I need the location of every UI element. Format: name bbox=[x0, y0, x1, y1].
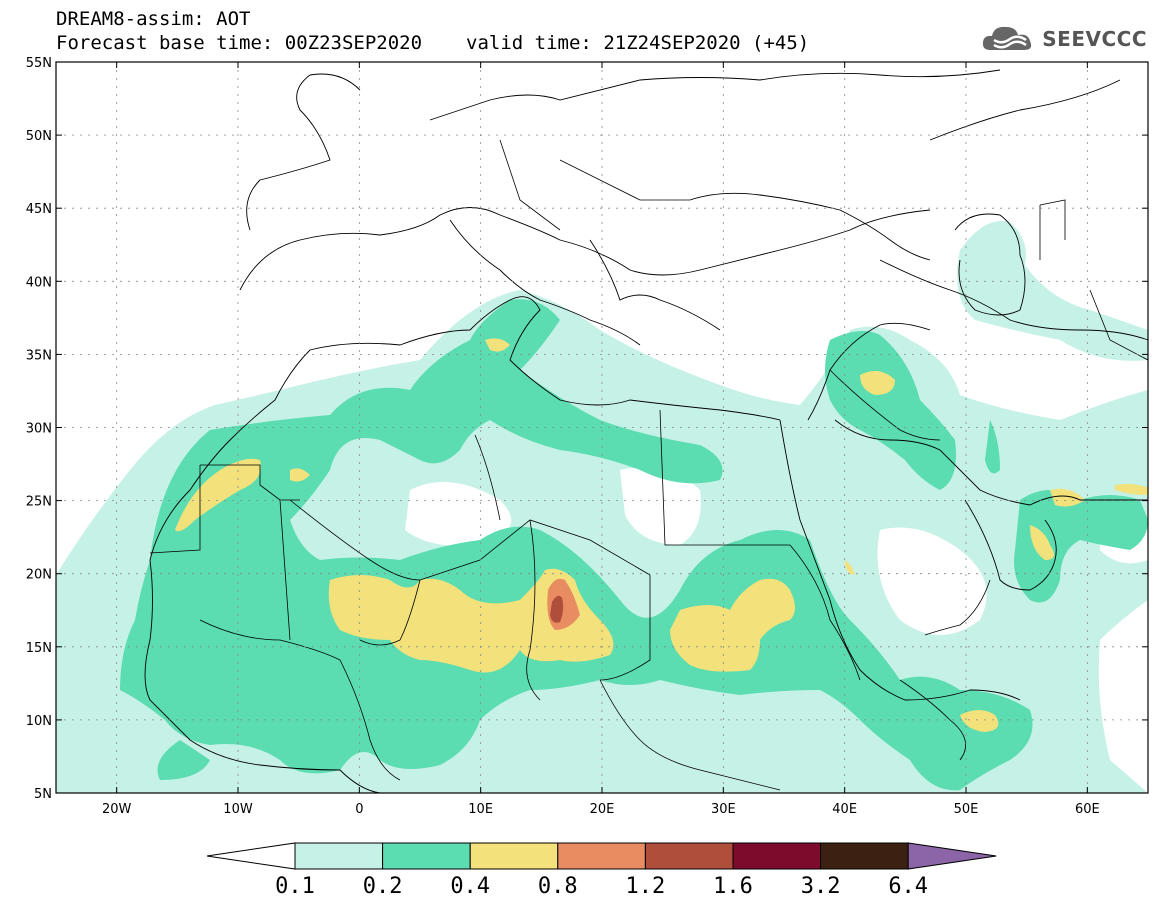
legend-arrow-high bbox=[907, 842, 997, 870]
lat-label: 30N bbox=[26, 422, 52, 437]
lat-label: 5N bbox=[34, 787, 52, 802]
lon-label: 50E bbox=[954, 802, 979, 817]
legend-arrow-low bbox=[206, 842, 296, 870]
lon-label: 20W bbox=[102, 802, 132, 817]
legend-swatch bbox=[820, 842, 909, 870]
lat-label: 45N bbox=[26, 202, 52, 217]
lon-label: 20E bbox=[590, 802, 615, 817]
lon-label: 0 bbox=[355, 802, 363, 817]
legend-swatch bbox=[644, 842, 734, 870]
lat-label: 10N bbox=[26, 714, 52, 729]
lat-label: 15N bbox=[26, 641, 52, 656]
legend-swatch bbox=[469, 842, 559, 870]
lon-label: 10E bbox=[468, 802, 493, 817]
legend-label: 0.4 bbox=[450, 874, 490, 899]
legend-swatch bbox=[557, 842, 646, 870]
lon-label: 30E bbox=[711, 802, 736, 817]
coastlines bbox=[144, 69, 1148, 793]
map-subtitle: Forecast base time: 00Z23SEP2020 valid ti… bbox=[56, 32, 809, 54]
legend-label: 0.2 bbox=[363, 874, 403, 899]
gridlines bbox=[56, 62, 1148, 793]
axis-ticks bbox=[56, 61, 1148, 794]
longitude-labels: 20W 10W 0 10E 20E 30E 40E 50E 60E bbox=[102, 802, 1100, 817]
cloud-icon bbox=[983, 26, 1032, 50]
legend-label: 6.4 bbox=[888, 874, 928, 899]
legend-label: 3.2 bbox=[801, 874, 841, 899]
legend-swatch bbox=[294, 842, 384, 870]
lat-label: 35N bbox=[26, 348, 52, 363]
latitude-labels: 55N 50N 45N 40N 35N 30N 25N 20N 15N 10N 5N bbox=[26, 56, 52, 802]
lon-label: 60E bbox=[1075, 802, 1100, 817]
legend-label: 0.1 bbox=[275, 874, 315, 899]
lat-label: 55N bbox=[26, 56, 52, 71]
lat-label: 20N bbox=[26, 568, 52, 583]
lon-label: 40E bbox=[832, 802, 857, 817]
lat-label: 50N bbox=[26, 129, 52, 144]
base-time: Forecast base time: 00Z23SEP2020 bbox=[56, 32, 423, 54]
country-borders bbox=[149, 139, 1148, 791]
seevccc-logo: SEEVCCC bbox=[980, 22, 1147, 56]
legend-label: 0.8 bbox=[538, 874, 578, 899]
legend-swatch bbox=[382, 842, 471, 870]
legend-swatch bbox=[732, 842, 822, 870]
aot-field bbox=[56, 220, 1148, 793]
logo-text: SEEVCCC bbox=[1042, 27, 1147, 51]
map-title: DREAM8-assim: AOT bbox=[56, 8, 251, 30]
legend-label: 1.2 bbox=[626, 874, 666, 899]
valid-time: valid time: 21Z24SEP2020 (+45) bbox=[466, 32, 810, 54]
lat-label: 25N bbox=[26, 495, 52, 510]
lon-label: 10W bbox=[223, 802, 253, 817]
legend-label: 1.6 bbox=[713, 874, 753, 899]
lat-label: 40N bbox=[26, 275, 52, 290]
